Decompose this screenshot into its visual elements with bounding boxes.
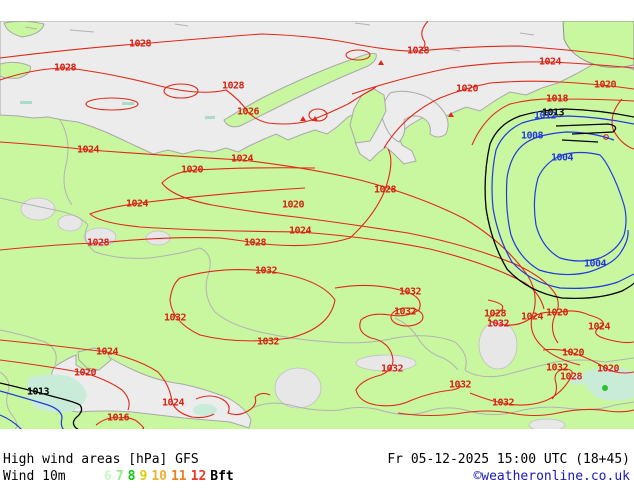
legend-bar: High wind areas [hPa] GFS Fr 05-12-2025 … — [0, 450, 634, 490]
map-canvas — [0, 21, 634, 429]
sea-white — [381, 90, 449, 143]
run-datetime: Fr 05-12-2025 15:00 UTC (18+45) — [387, 452, 630, 467]
peninsula-kanin — [349, 88, 387, 144]
isobars-high — [0, 21, 634, 429]
beaufort-value-10: 10 — [151, 469, 167, 484]
beaufort-scale: 6 7 8 9 10 11 12 Bft — [104, 469, 238, 484]
isobars-low — [0, 115, 634, 429]
beaufort-value-11: 11 — [170, 469, 187, 484]
beaufort-value-9: 9 — [139, 469, 148, 484]
wind-area-bottom-right — [584, 367, 634, 401]
wind-area-bottom-right-2 — [570, 373, 586, 385]
beaufort-value-12: 12 — [190, 469, 207, 484]
beaufort-value-8: 8 — [127, 469, 136, 484]
island-top-left — [3, 21, 45, 38]
isobar-1013 — [0, 108, 634, 429]
wind-core-8bft — [602, 385, 608, 391]
wind-dash-2 — [122, 102, 134, 105]
peninsula-crimea — [77, 347, 112, 371]
copyright-link[interactable]: ©weatheronline.co.uk — [473, 469, 630, 484]
wind-dash-1 — [20, 101, 32, 104]
wind-dash-3 — [205, 116, 215, 119]
beaufort-unit: Bft — [210, 469, 234, 484]
product-title: High wind areas [hPa] GFS — [3, 452, 199, 467]
wind-area-east-black-sea — [193, 404, 217, 416]
beaufort-value-7: 7 — [115, 469, 124, 484]
island-novaya-zemlya-north — [223, 53, 377, 128]
weather-map: 1028 1028 1028 1026 1028 1024 1020 1020 1018 1013… — [0, 21, 634, 429]
level-label: Wind 10m — [3, 469, 66, 484]
beaufort-value-6: 6 — [104, 469, 112, 484]
